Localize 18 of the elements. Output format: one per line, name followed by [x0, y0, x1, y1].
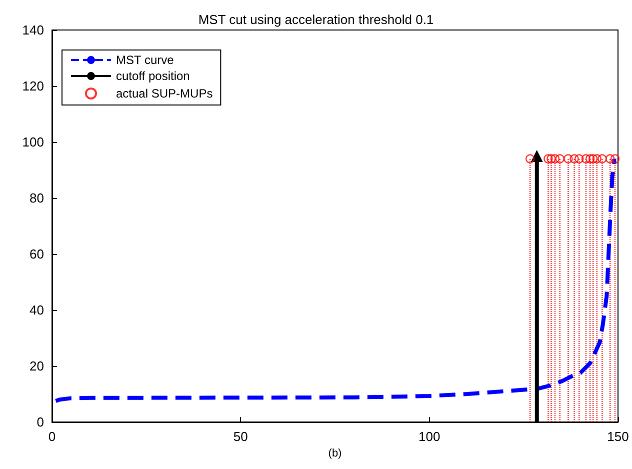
x-tick-label: 150 [607, 429, 629, 444]
y-tick-label: 140 [22, 22, 44, 38]
y-tick-label: 80 [30, 190, 44, 206]
x-tick-label: 50 [233, 429, 248, 444]
chart-title: MST cut using acceleration threshold 0.1 [198, 12, 434, 27]
y-tick-label: 20 [30, 358, 44, 374]
x-tick-label: 100 [418, 429, 440, 444]
legend-label: MST curve [116, 53, 174, 67]
x-tick-label: 0 [48, 429, 56, 444]
legend-label: actual SUP-MUPs [116, 86, 213, 100]
y-tick-label: 120 [22, 78, 44, 94]
y-tick-label: 40 [30, 302, 44, 318]
legend-label: cutoff position [116, 69, 190, 83]
line-series [54, 156, 616, 403]
y-tick-label: 100 [22, 134, 44, 150]
y-tick-label: 60 [30, 246, 44, 262]
x-axis-title: (b) [328, 447, 342, 460]
y-tick-label: 0 [36, 414, 44, 430]
